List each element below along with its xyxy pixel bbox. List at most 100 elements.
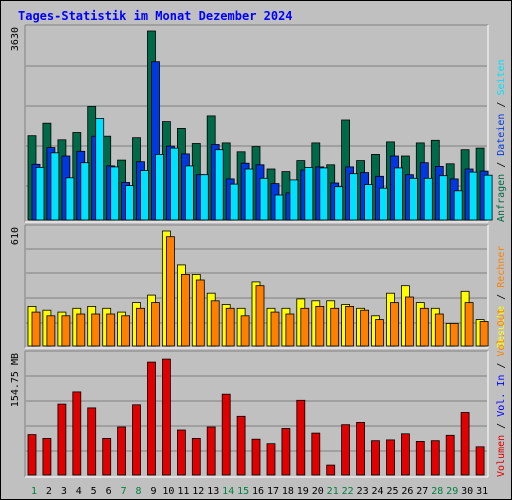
volume-bar	[356, 421, 366, 476]
volume-bar	[445, 434, 455, 476]
visits-bar	[195, 279, 205, 347]
day-label: 18	[282, 486, 294, 497]
requests-bar	[334, 186, 344, 221]
day-label: 22	[342, 486, 354, 497]
volume-bar	[147, 361, 156, 476]
visits-bar	[46, 315, 56, 347]
legend-segment: /	[496, 96, 507, 114]
visits-bar	[285, 313, 295, 347]
day-label: 21	[327, 486, 339, 497]
top-legend: Anfragen / Dateien / Seiten	[496, 59, 507, 222]
middle-legend: Besuche / Rechner	[496, 246, 507, 348]
visits-bar	[31, 311, 41, 347]
volume-bar	[281, 428, 291, 476]
volume-bar	[296, 399, 306, 476]
volume-bar	[87, 407, 97, 476]
visits-bar	[61, 315, 71, 347]
volume-bar	[430, 440, 440, 476]
volume-bar	[475, 446, 485, 476]
volume-bar	[386, 439, 395, 476]
volume-bar	[132, 404, 141, 476]
volume-panel-frame	[24, 350, 489, 478]
visits-bar	[300, 307, 310, 347]
legend-segment: Seiten	[496, 59, 507, 95]
volume-max-label: 154.75 MB	[10, 353, 21, 407]
legend-segment: Volumen	[496, 435, 507, 477]
volume-bar	[400, 433, 410, 476]
requests-bar	[394, 167, 403, 221]
volume-bar	[221, 393, 231, 476]
visits-bar	[330, 307, 340, 347]
visits-max-label: 610	[10, 227, 21, 245]
day-label: 2	[46, 486, 52, 497]
legend-segment: /	[496, 156, 507, 174]
visits-panel	[24, 224, 489, 349]
day-label: 29	[446, 486, 458, 497]
requests-bar	[423, 177, 433, 221]
requests-bar	[229, 183, 239, 221]
visits-bar	[210, 300, 220, 347]
requests-bar	[65, 177, 75, 221]
day-label: 28	[431, 486, 443, 497]
visits-bar	[106, 313, 116, 347]
requests-series-seiten	[35, 118, 493, 221]
visits-bar	[270, 311, 280, 347]
volume-bar	[57, 403, 67, 476]
volume-bar	[415, 440, 425, 476]
volume-bar	[42, 437, 52, 476]
legend-segment: Rechner	[496, 246, 507, 288]
legend-segment: Dateien	[496, 114, 507, 156]
volume-bar	[117, 426, 126, 476]
visits-bar	[225, 307, 235, 347]
requests-bar	[274, 194, 284, 221]
requests-bar	[244, 168, 254, 221]
volume-bar	[191, 437, 201, 476]
day-label: 4	[76, 486, 82, 497]
volume-bar	[251, 438, 261, 476]
requests-bar	[35, 166, 45, 221]
visits-bar	[76, 313, 86, 347]
day-label: 17	[267, 486, 279, 497]
volume-bar	[266, 443, 276, 476]
visits-bar	[419, 307, 429, 347]
requests-bar	[468, 171, 478, 221]
volume-bar	[72, 391, 82, 476]
requests-bar	[199, 174, 209, 221]
visits-bar	[404, 296, 414, 347]
visits-series-rechner	[31, 236, 489, 347]
requests-bar	[408, 177, 418, 221]
requests-bar	[80, 162, 90, 221]
requests-bar	[125, 185, 134, 221]
day-label: 7	[121, 486, 127, 497]
visits-bar	[165, 236, 175, 347]
visits-bar	[449, 322, 459, 347]
volume-bar	[206, 426, 216, 476]
volume-bar	[102, 437, 112, 476]
day-label: 1	[31, 486, 37, 497]
requests-max-label: 3630	[10, 27, 21, 51]
day-label: 6	[106, 486, 112, 497]
requests-bar	[95, 118, 105, 221]
requests-bar	[289, 179, 299, 221]
day-label: 19	[297, 486, 309, 497]
requests-bar	[483, 174, 493, 221]
requests-bar	[259, 177, 269, 221]
visits-bar	[390, 302, 399, 347]
visits-bar	[121, 315, 130, 347]
requests-panel	[24, 24, 493, 223]
bottom-legend: Volumen / Vol. In / Vol. Out	[496, 308, 507, 477]
requests-bar	[184, 165, 194, 221]
legend-segment: Vol. Out	[496, 308, 507, 356]
visits-bar	[91, 313, 101, 347]
day-label: 9	[150, 486, 156, 497]
requests-bar	[169, 147, 179, 221]
visits-bar	[375, 319, 384, 347]
requests-bar	[438, 175, 448, 221]
requests-bar	[349, 173, 359, 221]
day-label: 13	[207, 486, 219, 497]
visits-bar	[360, 309, 370, 347]
legend-segment: Vol. In	[496, 375, 507, 417]
visits-bar	[136, 307, 145, 347]
